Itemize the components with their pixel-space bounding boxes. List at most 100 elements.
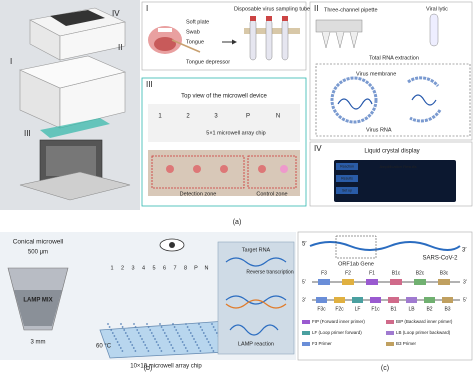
- microwell: [178, 335, 181, 337]
- microwell: [133, 323, 135, 325]
- microwell: [212, 350, 215, 352]
- virus-illustration: [330, 76, 442, 124]
- temperature-label: 60 °C: [96, 344, 112, 350]
- strand-end: 5′: [302, 279, 306, 285]
- lcd-button: [336, 175, 358, 182]
- region-label: F3: [321, 270, 327, 276]
- microwell: [175, 329, 178, 331]
- region-label: B3c: [440, 270, 449, 276]
- column-label: 1: [110, 265, 113, 271]
- region-label: F1c: [371, 306, 380, 312]
- microwell: [119, 347, 122, 349]
- microwell: [126, 335, 129, 337]
- microwell: [183, 344, 186, 346]
- microwell: [196, 344, 199, 346]
- microwell: [207, 341, 210, 343]
- microwell: [123, 329, 126, 331]
- column-label: P: [194, 265, 198, 271]
- microwell: [136, 329, 139, 331]
- eye-pupil: [169, 242, 175, 248]
- region-box: [388, 297, 399, 303]
- microwell: [115, 338, 117, 340]
- region-box: [414, 279, 426, 285]
- legend-swatch: [302, 331, 310, 335]
- lcd-button: [336, 163, 358, 170]
- legend-swatch: [302, 342, 310, 346]
- microwell: [199, 326, 202, 328]
- microwell: [193, 338, 195, 340]
- microwell: [159, 323, 161, 325]
- mouth-illustration: [148, 26, 201, 54]
- zone-label: Control zone: [256, 191, 287, 197]
- region-box: [406, 297, 417, 303]
- lamp-label: LAMP reaction: [238, 341, 274, 347]
- microwell: [110, 329, 113, 331]
- microwell: [201, 329, 204, 331]
- legend-label: LB (Loop primer backward): [396, 330, 451, 335]
- extraction-box: [315, 63, 471, 137]
- lytic-label: Viral lytic: [426, 6, 448, 12]
- region-label: B3: [444, 306, 450, 312]
- microwell: [139, 335, 142, 337]
- microwell: [128, 338, 130, 340]
- panel-label: IV: [314, 144, 322, 153]
- well-label: P: [246, 114, 250, 120]
- legend-label: LF (Loop primer forward): [312, 330, 362, 335]
- microwell: [163, 332, 166, 334]
- microwell: [111, 332, 114, 334]
- region-box: [442, 297, 453, 303]
- column-label: 7: [173, 265, 176, 271]
- region-box: [370, 297, 381, 303]
- rt-label: Reverse transcription: [246, 269, 293, 275]
- membrane-label: Virus membrane: [356, 71, 396, 77]
- lamp-box: [217, 241, 295, 355]
- well-label: N: [276, 114, 280, 120]
- chip-label: 10×10 microwell array chip: [130, 364, 202, 370]
- panel-c: [297, 231, 473, 361]
- microwell: [171, 347, 174, 349]
- microwell: [146, 323, 148, 325]
- part-label: Swab: [186, 29, 200, 35]
- device-label: IV: [112, 9, 120, 18]
- chip-top-view: [148, 104, 300, 142]
- lcd-header: Amplification Results: [379, 164, 416, 169]
- lcd-menu: Set up: [342, 188, 352, 192]
- region-box: [318, 279, 330, 285]
- lcd-menu: Reaction: [340, 164, 354, 168]
- microwell: [206, 338, 208, 340]
- microwell: [167, 338, 169, 340]
- device: [19, 7, 131, 201]
- microwell: [132, 347, 135, 349]
- microwell: [147, 326, 150, 328]
- microwell: [113, 335, 116, 337]
- microwell: [131, 344, 134, 346]
- microwell: [181, 341, 184, 343]
- region-label: F2c: [335, 306, 344, 312]
- microwell: [197, 347, 200, 349]
- region-box: [438, 279, 450, 285]
- region-box: [390, 279, 402, 285]
- microwell: [209, 344, 212, 346]
- region-label: B2c: [416, 270, 425, 276]
- part-label: Tongue: [186, 39, 204, 45]
- microwell: [184, 347, 187, 349]
- microwell: [142, 341, 145, 343]
- microwell: [211, 323, 213, 325]
- tube-label: Disposable virus sampling tube: [234, 6, 310, 12]
- lcd-menu: Results: [341, 176, 353, 180]
- panel-label: I: [146, 4, 148, 13]
- column-label: 2: [121, 265, 124, 271]
- well-label: 3: [214, 114, 218, 120]
- region-label: F1: [369, 270, 375, 276]
- microwell: [129, 341, 132, 343]
- microwell: [121, 350, 124, 352]
- column-label: 8: [184, 265, 187, 271]
- microwell: [124, 332, 127, 334]
- gene-label: ORF1ab Gene: [338, 261, 374, 267]
- microwell: [189, 332, 192, 334]
- rna-label: Virus RNA: [366, 127, 392, 133]
- well-label: 1: [158, 114, 162, 120]
- microwell: [147, 350, 150, 352]
- sampling-tubes: [244, 16, 300, 61]
- microwell: [152, 335, 155, 337]
